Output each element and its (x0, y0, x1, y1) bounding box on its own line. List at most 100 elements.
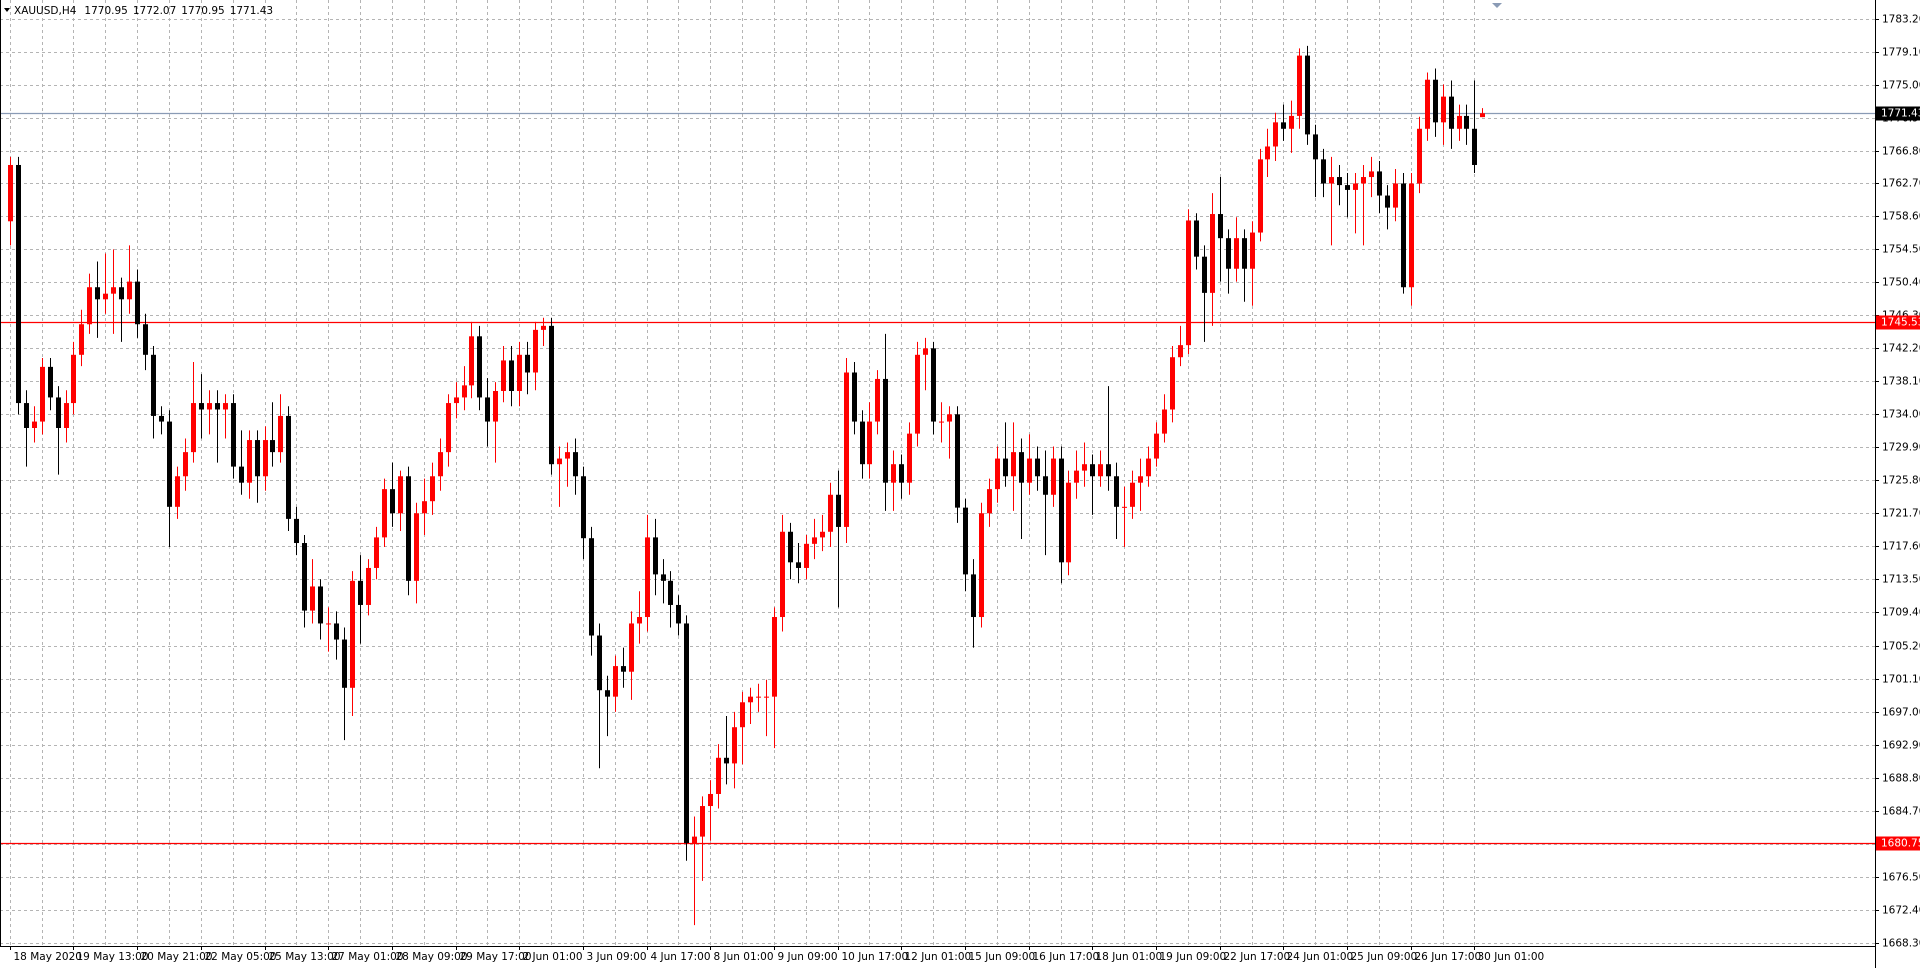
candle-body (525, 354, 530, 373)
candle-body (1401, 183, 1406, 288)
candle-body (358, 580, 363, 605)
candle-body (971, 574, 976, 618)
shift-marker[interactable] (1492, 3, 1502, 8)
candle-body (541, 325, 546, 330)
candle-body (1098, 464, 1103, 477)
candle-body (1074, 470, 1079, 483)
candle-body (263, 440, 268, 477)
candle-body (995, 458, 1000, 490)
x-tick-label: 30 Jun 01:00 (1478, 951, 1545, 963)
candle-body (127, 281, 132, 300)
candle-body (278, 415, 283, 453)
y-tick-label: 1701.10 (1882, 674, 1920, 686)
x-tick-label: 19 Jun 09:00 (1160, 951, 1227, 963)
candle-body (215, 403, 220, 410)
candle-body (1043, 476, 1048, 495)
candle-body (565, 452, 570, 459)
y-tick-label: 1762.70 (1882, 178, 1920, 190)
candle-body (1417, 128, 1422, 184)
y-tick-label: 1758.60 (1882, 211, 1920, 223)
candle-body (1194, 220, 1199, 257)
candle-body (79, 324, 84, 355)
y-tick-label: 1725.80 (1882, 475, 1920, 487)
candle-body (1281, 122, 1286, 129)
candle-body (804, 543, 809, 568)
x-tick-label: 9 Jun 09:00 (778, 951, 838, 963)
menu-arrow[interactable] (4, 8, 10, 12)
candle-body (724, 757, 729, 764)
level-line-label-box (1876, 315, 1920, 330)
candle-body (151, 354, 156, 416)
candle-body (231, 403, 236, 467)
level-line-label-box (1876, 836, 1920, 851)
y-tick-label: 1783.20 (1882, 14, 1920, 26)
y-tick-label: 1750.40 (1882, 277, 1920, 289)
y-tick-label: 1738.10 (1882, 376, 1920, 388)
header-high: 1772.07 (133, 5, 176, 17)
x-tick-label: 18 May 2020 (14, 951, 82, 963)
candle-body (1130, 482, 1135, 507)
x-tick-label: 26 Jun 17:00 (1415, 951, 1482, 963)
candle-body (780, 531, 785, 618)
candle-body (342, 639, 347, 688)
candle-body (1226, 238, 1231, 269)
candle-body (501, 360, 506, 391)
y-tick-label: 1668.30 (1882, 938, 1920, 950)
candle-body (509, 360, 514, 391)
candle-body (310, 586, 315, 611)
bid-line-label-box (1876, 106, 1920, 121)
x-tick-label: 24 Jun 01:00 (1287, 951, 1354, 963)
candle-body (1353, 183, 1358, 190)
candle-body (1170, 357, 1175, 410)
candle-body (1138, 476, 1143, 483)
candle-body (1114, 476, 1119, 507)
candle-body (1146, 458, 1151, 477)
candle-body (111, 287, 116, 294)
candle-body (963, 507, 968, 575)
candle-body (1066, 482, 1071, 563)
level-line-label: 1745.53 (1881, 317, 1920, 329)
candle-body (764, 696, 769, 698)
candle-body (366, 567, 371, 605)
x-tick-label: 25 Jun 09:00 (1351, 951, 1418, 963)
candle-body (629, 623, 634, 672)
candle-body (796, 562, 801, 568)
candle-body (493, 391, 498, 422)
candle-body (1258, 159, 1263, 233)
y-tick-label: 1692.90 (1882, 740, 1920, 752)
x-tick-label: 16 Jun 17:00 (1033, 951, 1100, 963)
candle-body (270, 440, 275, 453)
y-tick-label: 1672.40 (1882, 905, 1920, 917)
candle-body (199, 403, 204, 410)
candle-body (1059, 458, 1064, 563)
candle-body (955, 414, 960, 508)
candle-body (732, 727, 737, 764)
candle-body (1242, 238, 1247, 269)
candle-body (676, 604, 681, 624)
candle-body (414, 513, 419, 581)
candle-body (1441, 96, 1446, 123)
candle-body (183, 452, 188, 477)
candle-body (422, 501, 427, 514)
candle-body (788, 531, 793, 563)
candle-body (1337, 177, 1342, 186)
candle-body (549, 325, 554, 465)
candle-body (32, 421, 37, 428)
candle-body (820, 531, 825, 538)
candle-body (1472, 128, 1477, 165)
candle-body (1106, 464, 1111, 477)
candle-body (716, 757, 721, 794)
candle-body (1122, 506, 1127, 508)
candle-body (597, 635, 602, 691)
candle-body (24, 403, 29, 428)
x-tick-label: 8 Jun 01:00 (714, 951, 774, 963)
candle-body (1234, 238, 1239, 269)
candle-body (1027, 458, 1032, 483)
candle-body (852, 372, 857, 422)
candle-body (1162, 409, 1167, 434)
candle-body (740, 702, 745, 728)
candle-body (653, 537, 658, 575)
candle-body (334, 623, 339, 640)
